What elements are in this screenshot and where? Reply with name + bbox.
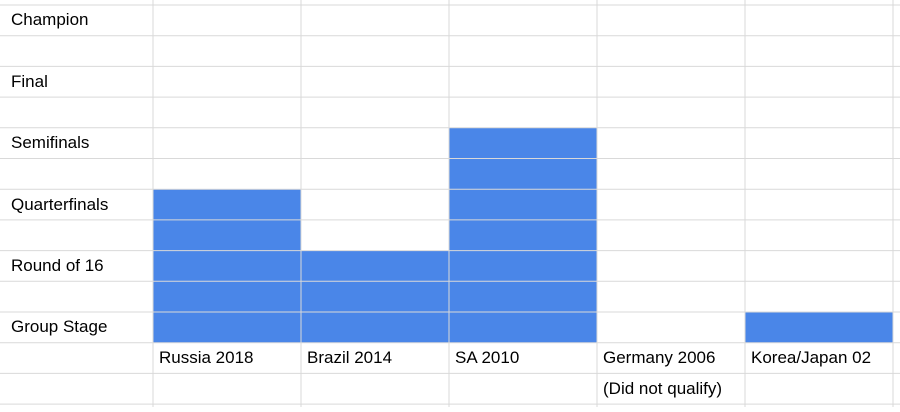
x-tick-label: Korea/Japan 02 [751, 348, 872, 368]
y-tick-label: Group Stage [11, 317, 108, 337]
bar-sa-2010 [449, 127, 597, 343]
x-tick-label: Russia 2018 [159, 348, 254, 368]
x-tick-label: Germany 2006 [603, 348, 716, 368]
y-tick-label: Semifinals [11, 133, 90, 153]
y-tick-label: Round of 16 [11, 255, 104, 275]
y-tick-label: Quarterfinals [11, 194, 109, 214]
bar-korea-japan-02 [745, 312, 893, 343]
x-tick-label: SA 2010 [455, 348, 520, 368]
x-tick-label: Brazil 2014 [307, 348, 393, 368]
y-tick-label: Champion [11, 10, 89, 30]
x-tick-note: (Did not qualify) [603, 378, 723, 398]
y-tick-label: Final [11, 71, 48, 91]
bar-brazil-2014 [301, 250, 449, 343]
bar-russia-2018 [153, 189, 301, 343]
